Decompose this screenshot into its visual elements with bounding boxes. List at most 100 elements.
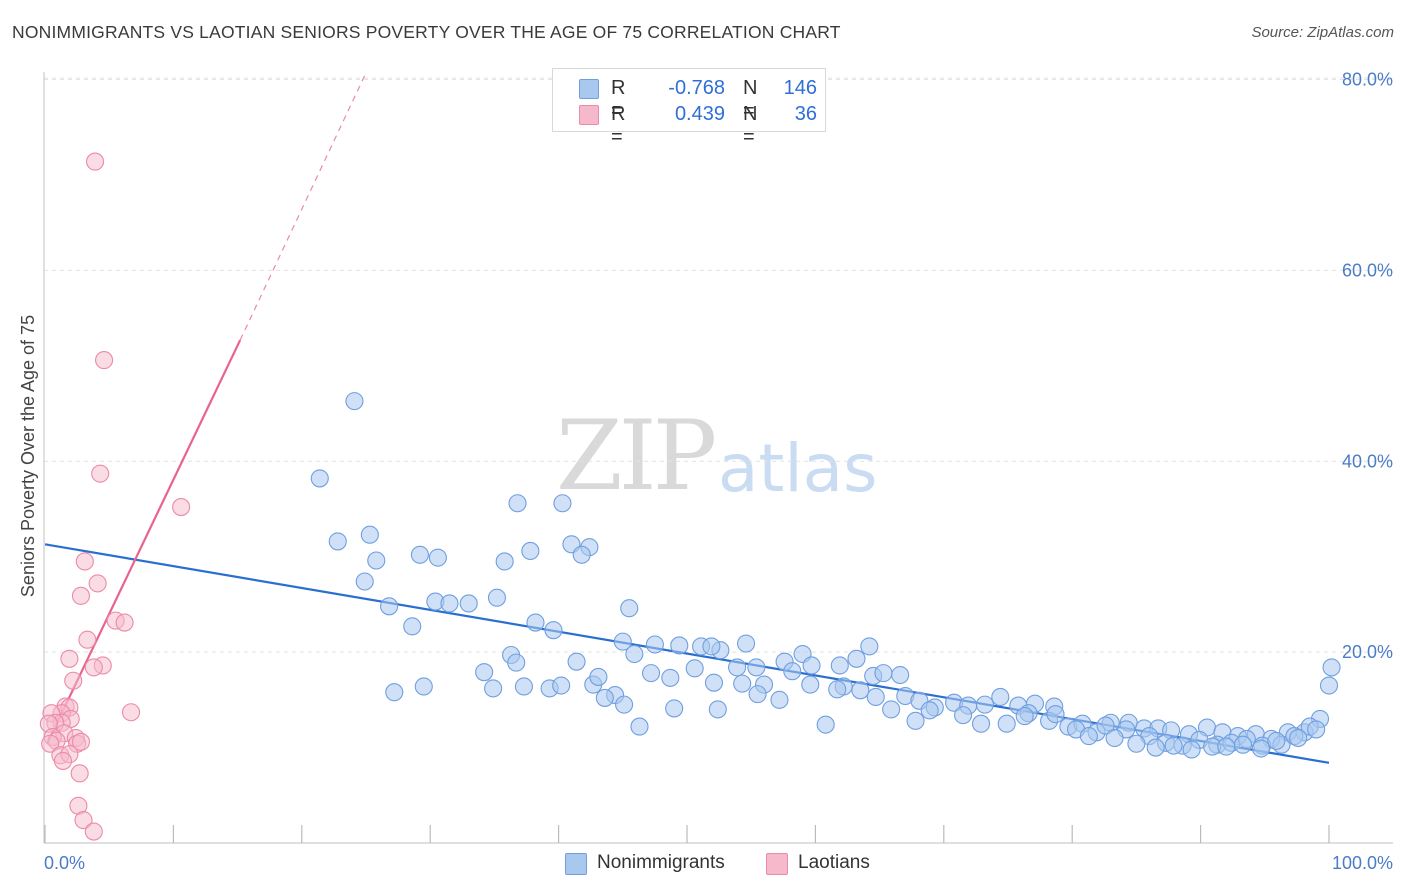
data-point-nonimmigrants [1267, 731, 1286, 750]
data-point-nonimmigrants [328, 532, 347, 551]
data-point-nonimmigrants [385, 683, 404, 702]
data-point-nonimmigrants [414, 677, 433, 696]
data-point-nonimmigrants [816, 715, 835, 734]
legend-swatch-pink [579, 105, 599, 125]
data-point-laotians [95, 351, 114, 370]
data-point-nonimmigrants [355, 572, 374, 591]
data-point-laotians [78, 630, 97, 649]
data-point-nonimmigrants [685, 659, 704, 678]
data-point-nonimmigrants [704, 673, 724, 692]
data-point-nonimmigrants [345, 392, 364, 411]
data-point-nonimmigrants [553, 494, 572, 513]
data-point-nonimmigrants [670, 636, 689, 655]
data-point-nonimmigrants [830, 656, 849, 675]
data-point-nonimmigrants [733, 674, 752, 693]
data-point-nonimmigrants [997, 714, 1016, 733]
data-point-nonimmigrants [1251, 739, 1270, 758]
data-point-nonimmigrants [1319, 676, 1339, 695]
y-tick-label: 20.0% [1342, 642, 1393, 662]
data-point-nonimmigrants [507, 653, 526, 672]
data-point-laotians [53, 751, 73, 770]
data-point-nonimmigrants [920, 701, 939, 720]
data-point-nonimmigrants [1233, 735, 1253, 754]
data-point-nonimmigrants [728, 658, 747, 677]
bottom-legend-swatch-pink [766, 853, 788, 875]
data-point-nonimmigrants [484, 679, 503, 698]
data-point-laotians [41, 734, 60, 753]
data-point-nonimmigrants [630, 717, 649, 736]
data-point-nonimmigrants [1015, 707, 1034, 726]
watermark-atlas: atlas [718, 430, 878, 507]
data-point-laotians [71, 732, 91, 751]
source-label: Source: ZipAtlas.com [1251, 24, 1394, 41]
data-point-nonimmigrants [360, 525, 379, 544]
data-point-laotians [86, 152, 105, 171]
legend-r-value: 0.439 [674, 103, 725, 125]
data-point-nonimmigrants [1105, 728, 1124, 748]
data-point-nonimmigrants [770, 690, 789, 709]
data-point-nonimmigrants [475, 663, 494, 682]
data-point-nonimmigrants [971, 714, 991, 733]
data-point-nonimmigrants [747, 658, 766, 677]
data-point-nonimmigrants [661, 668, 680, 687]
data-point-nonimmigrants [459, 594, 478, 613]
data-point-nonimmigrants [595, 688, 614, 707]
data-point-laotians [74, 811, 93, 830]
legend-n-label: N = [743, 103, 758, 148]
data-point-nonimmigrants [1307, 720, 1326, 739]
data-point-nonimmigrants [708, 700, 727, 719]
data-point-laotians [84, 658, 103, 677]
data-point-nonimmigrants [1046, 705, 1065, 724]
data-point-nonimmigrants [954, 706, 973, 725]
data-point-nonimmigrants [748, 685, 767, 704]
data-point-nonimmigrants [380, 597, 399, 616]
data-point-nonimmigrants [1079, 727, 1098, 746]
data-point-laotians [64, 671, 83, 690]
data-point-laotians [70, 764, 89, 783]
data-point-nonimmigrants [508, 494, 527, 513]
data-point-laotians [88, 574, 107, 593]
data-point-nonimmigrants [882, 700, 901, 719]
data-point-nonimmigrants [514, 677, 533, 696]
y-tick-label: 60.0% [1342, 260, 1393, 280]
data-point-nonimmigrants [641, 664, 661, 683]
series-nonimmigrants [310, 392, 1341, 759]
data-point-nonimmigrants [737, 634, 756, 653]
legend-n-value: 36 [794, 103, 817, 125]
data-point-nonimmigrants [310, 469, 329, 488]
data-point-laotians [71, 586, 91, 605]
data-point-laotians [91, 464, 110, 483]
legend-r-label: R = [611, 103, 626, 148]
data-point-nonimmigrants [860, 637, 879, 656]
data-point-nonimmigrants [625, 644, 644, 664]
data-point-nonimmigrants [1322, 658, 1341, 677]
data-point-nonimmigrants [906, 711, 925, 730]
watermark-zip: ZIP [556, 400, 717, 512]
data-point-nonimmigrants [645, 635, 664, 654]
data-point-nonimmigrants [403, 617, 422, 636]
series-laotians [39, 152, 191, 841]
data-point-nonimmigrants [828, 680, 847, 699]
legend-r-value: -0.768 [668, 77, 725, 99]
data-point-nonimmigrants [783, 662, 802, 681]
bottom-legend-label: Nonimmigrants [597, 852, 725, 873]
data-point-nonimmigrants [702, 637, 721, 656]
legend-n-label: N = [743, 77, 758, 122]
data-point-nonimmigrants [428, 548, 447, 567]
legend-swatch-blue [579, 79, 599, 99]
data-point-laotians [121, 703, 141, 722]
data-point-nonimmigrants [526, 613, 545, 632]
data-point-nonimmigrants [991, 687, 1010, 707]
data-point-nonimmigrants [874, 664, 893, 683]
x-tick-label: 0.0% [44, 853, 85, 873]
data-point-nonimmigrants [1182, 740, 1201, 759]
x-tick-label: 100.0% [1332, 853, 1393, 873]
data-point-nonimmigrants [1146, 738, 1165, 757]
legend-r-label: R = [611, 77, 626, 122]
data-point-nonimmigrants [847, 649, 866, 668]
bottom-legend-label: Laotians [798, 852, 870, 873]
data-point-nonimmigrants [620, 599, 639, 618]
legend-n-value: 146 [783, 77, 817, 99]
y-tick-label: 80.0% [1342, 70, 1393, 90]
